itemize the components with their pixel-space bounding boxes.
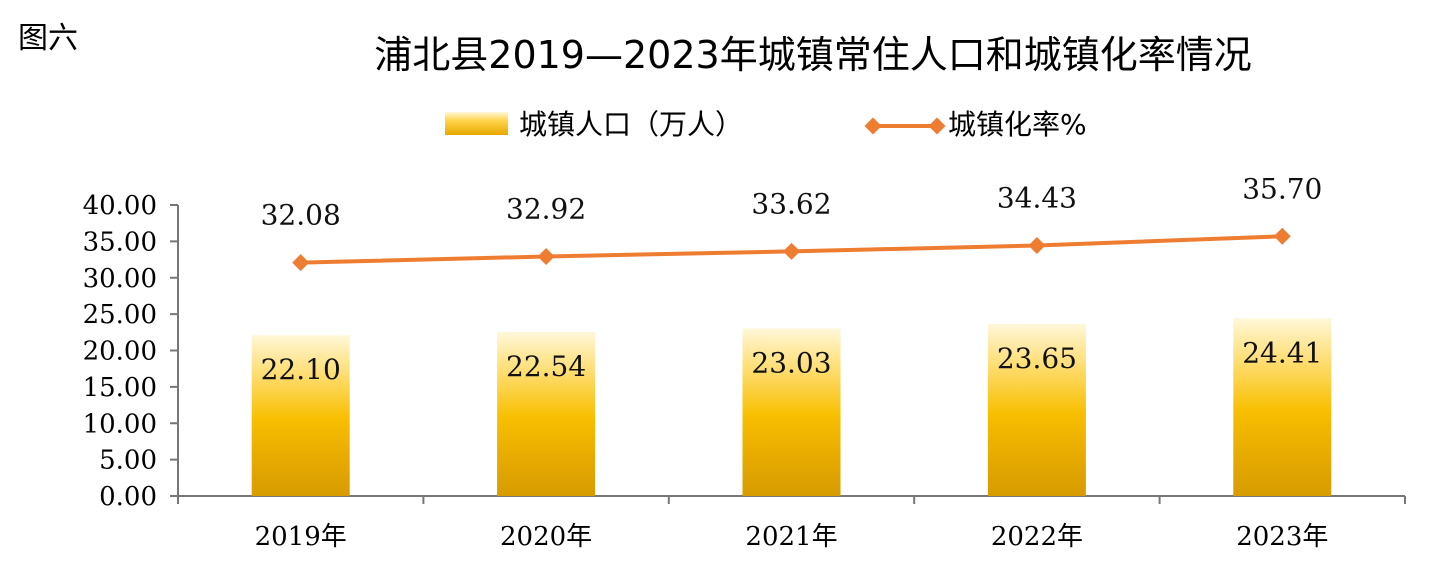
x-tick-label: 2021年 (745, 522, 837, 552)
y-tick-label: 30.00 (83, 264, 157, 294)
x-tick-label: 2020年 (500, 522, 592, 552)
urbanization-rate-marker (537, 248, 555, 265)
x-tick-label: 2019年 (255, 522, 347, 552)
legend-line-label: 城镇化率% (948, 108, 1087, 141)
legend-line-marker-right (928, 117, 946, 135)
line-data-label: 33.62 (751, 187, 831, 220)
bar-urban-population (497, 332, 596, 496)
line-data-label: 34.43 (997, 182, 1077, 215)
line-series (292, 227, 1291, 272)
bar-urban-population (251, 335, 350, 496)
y-tick-label: 25.00 (83, 300, 157, 330)
urbanization-rate-marker (1273, 227, 1291, 245)
bar-urban-population (1233, 318, 1332, 496)
bar-labels: 22.10 22.54 23.03 23.65 24.41 (261, 336, 1323, 386)
legend-bar-label: 城镇人口（万人） (519, 108, 743, 141)
line-data-label: 32.92 (506, 193, 586, 226)
y-ticks: 0.00 5.00 10.00 15.00 20.00 25.00 30.00 35.00 40… (83, 191, 178, 512)
legend-line-marker-left (864, 117, 882, 135)
legend: 城镇人口（万人） 城镇化率% (445, 108, 1087, 141)
bar-data-label: 24.41 (1242, 336, 1322, 369)
bar-urban-population (742, 328, 841, 496)
bars (251, 318, 1332, 496)
urbanization-rate-marker (292, 254, 310, 272)
y-tick-label: 0.00 (99, 482, 157, 512)
bar-data-label: 22.10 (261, 353, 341, 386)
y-tick-label: 10.00 (83, 409, 157, 439)
chart-title: 浦北县2019—2023年城镇常住人口和城镇化率情况 (374, 33, 1251, 77)
y-tick-label: 20.00 (83, 337, 157, 367)
line-data-label: 32.08 (261, 199, 341, 232)
legend-bar-swatch (445, 112, 508, 135)
x-tick-label: 2023年 (1236, 522, 1328, 552)
line-data-label: 35.70 (1242, 172, 1322, 205)
x-ticks: 2019年 2020年 2021年 2022年 2023年 (177, 496, 1406, 552)
bar-data-label: 22.54 (506, 350, 586, 383)
line-labels: 32.08 32.92 33.62 34.43 35.70 (261, 172, 1323, 231)
y-tick-label: 5.00 (99, 446, 157, 476)
bar-data-label: 23.03 (751, 346, 831, 379)
y-tick-label: 40.00 (83, 191, 157, 221)
urbanization-rate-marker (783, 242, 800, 260)
y-tick-label: 35.00 (83, 227, 157, 257)
bar-urban-population (987, 323, 1086, 496)
x-tick-label: 2022年 (991, 522, 1083, 552)
bar-data-label: 23.65 (997, 342, 1077, 375)
urbanization-rate-marker (1028, 237, 1046, 255)
y-tick-label: 15.00 (83, 373, 157, 403)
figure-label: 图六 (18, 21, 78, 56)
